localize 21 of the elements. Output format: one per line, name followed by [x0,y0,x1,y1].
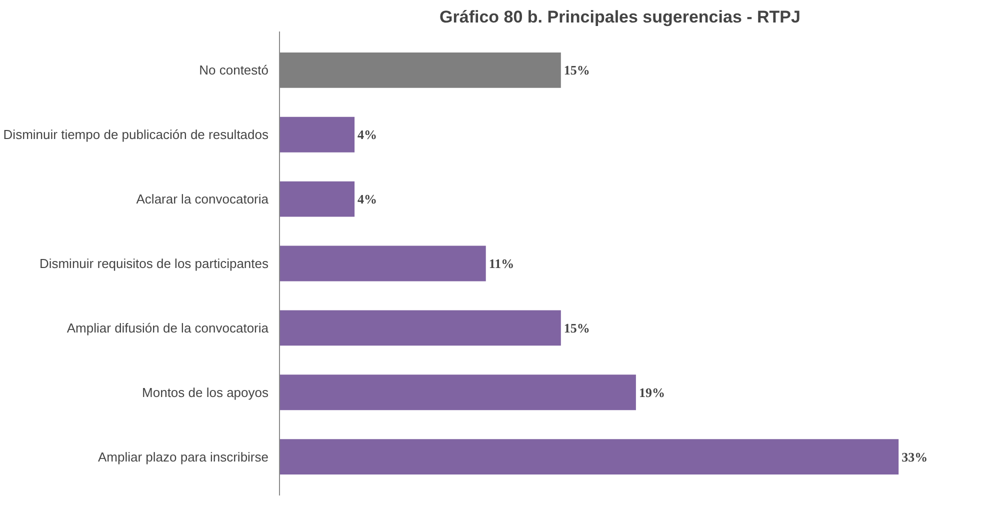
y-tick-label: Ampliar plazo para inscribirse [98,449,269,464]
y-tick-label: Ampliar difusión de la convocatoria [66,320,270,336]
data-label: 15% [564,320,590,336]
y-tick-label: Aclarar la convocatoria [136,192,270,207]
y-tick-label: Disminuir tiempo de publicación de resultados [3,127,269,142]
bar [280,181,355,217]
y-tick-label: Montos de los apoyos [142,384,269,400]
bar [280,439,899,475]
bar [280,374,636,410]
bar [280,116,355,152]
bar [280,246,486,282]
data-label: 4% [358,192,378,207]
data-label: 11% [488,256,514,271]
chart-title: Gráfico 80 b. Principales sugerencias - RTPJ [440,8,800,26]
data-label: 19% [638,384,665,400]
data-label: 15% [564,62,590,78]
y-tick-label: Disminuir requisitos de los participantes [39,256,269,271]
data-label: 33% [902,449,928,464]
y-tick-label: No contestó [199,62,268,78]
bar [280,310,561,346]
data-label: 4% [358,127,378,142]
